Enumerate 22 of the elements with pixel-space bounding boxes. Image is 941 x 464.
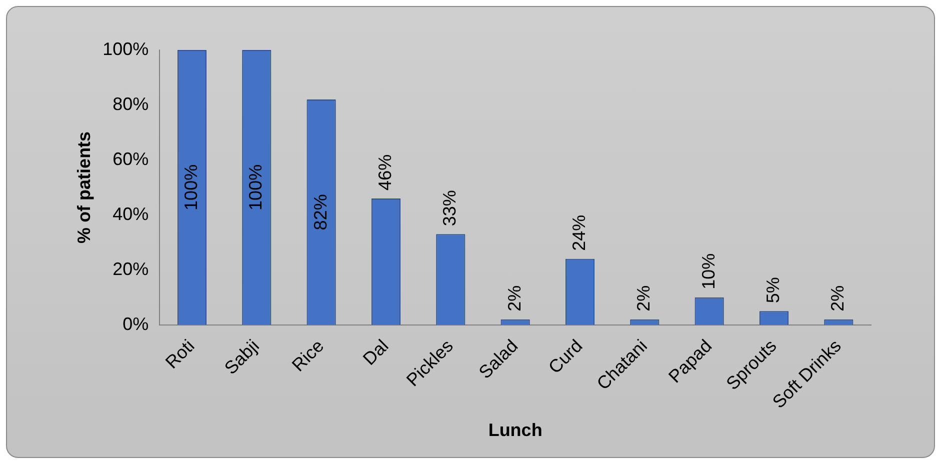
data-label: 10%	[698, 253, 718, 290]
data-label: 100%	[246, 164, 266, 210]
data-label: 46%	[374, 154, 395, 190]
data-label: 2%	[634, 285, 654, 312]
data-label: 24%	[568, 214, 589, 251]
data-label: 5%	[762, 277, 783, 304]
data-label: 2%	[504, 285, 524, 312]
data-label: 2%	[828, 285, 848, 312]
x-tick-label: Dal	[359, 336, 392, 369]
data-label: 100%	[180, 164, 201, 210]
y-tick-label: 40%	[112, 204, 149, 224]
data-label: 82%	[310, 194, 330, 230]
y-tick-label: 20%	[112, 258, 149, 279]
x-tick-label: Rice	[288, 336, 328, 376]
x-tick-label: Roti	[162, 336, 198, 372]
x-axis-title: Lunch	[488, 420, 542, 440]
data-label: 33%	[440, 190, 460, 226]
y-tick-label: 60%	[112, 148, 149, 169]
y-tick-label: 0%	[122, 314, 149, 334]
y-axis-title: % of patients	[74, 131, 94, 244]
y-tick-label: 80%	[112, 94, 149, 114]
y-tick-label: 100%	[102, 38, 149, 59]
